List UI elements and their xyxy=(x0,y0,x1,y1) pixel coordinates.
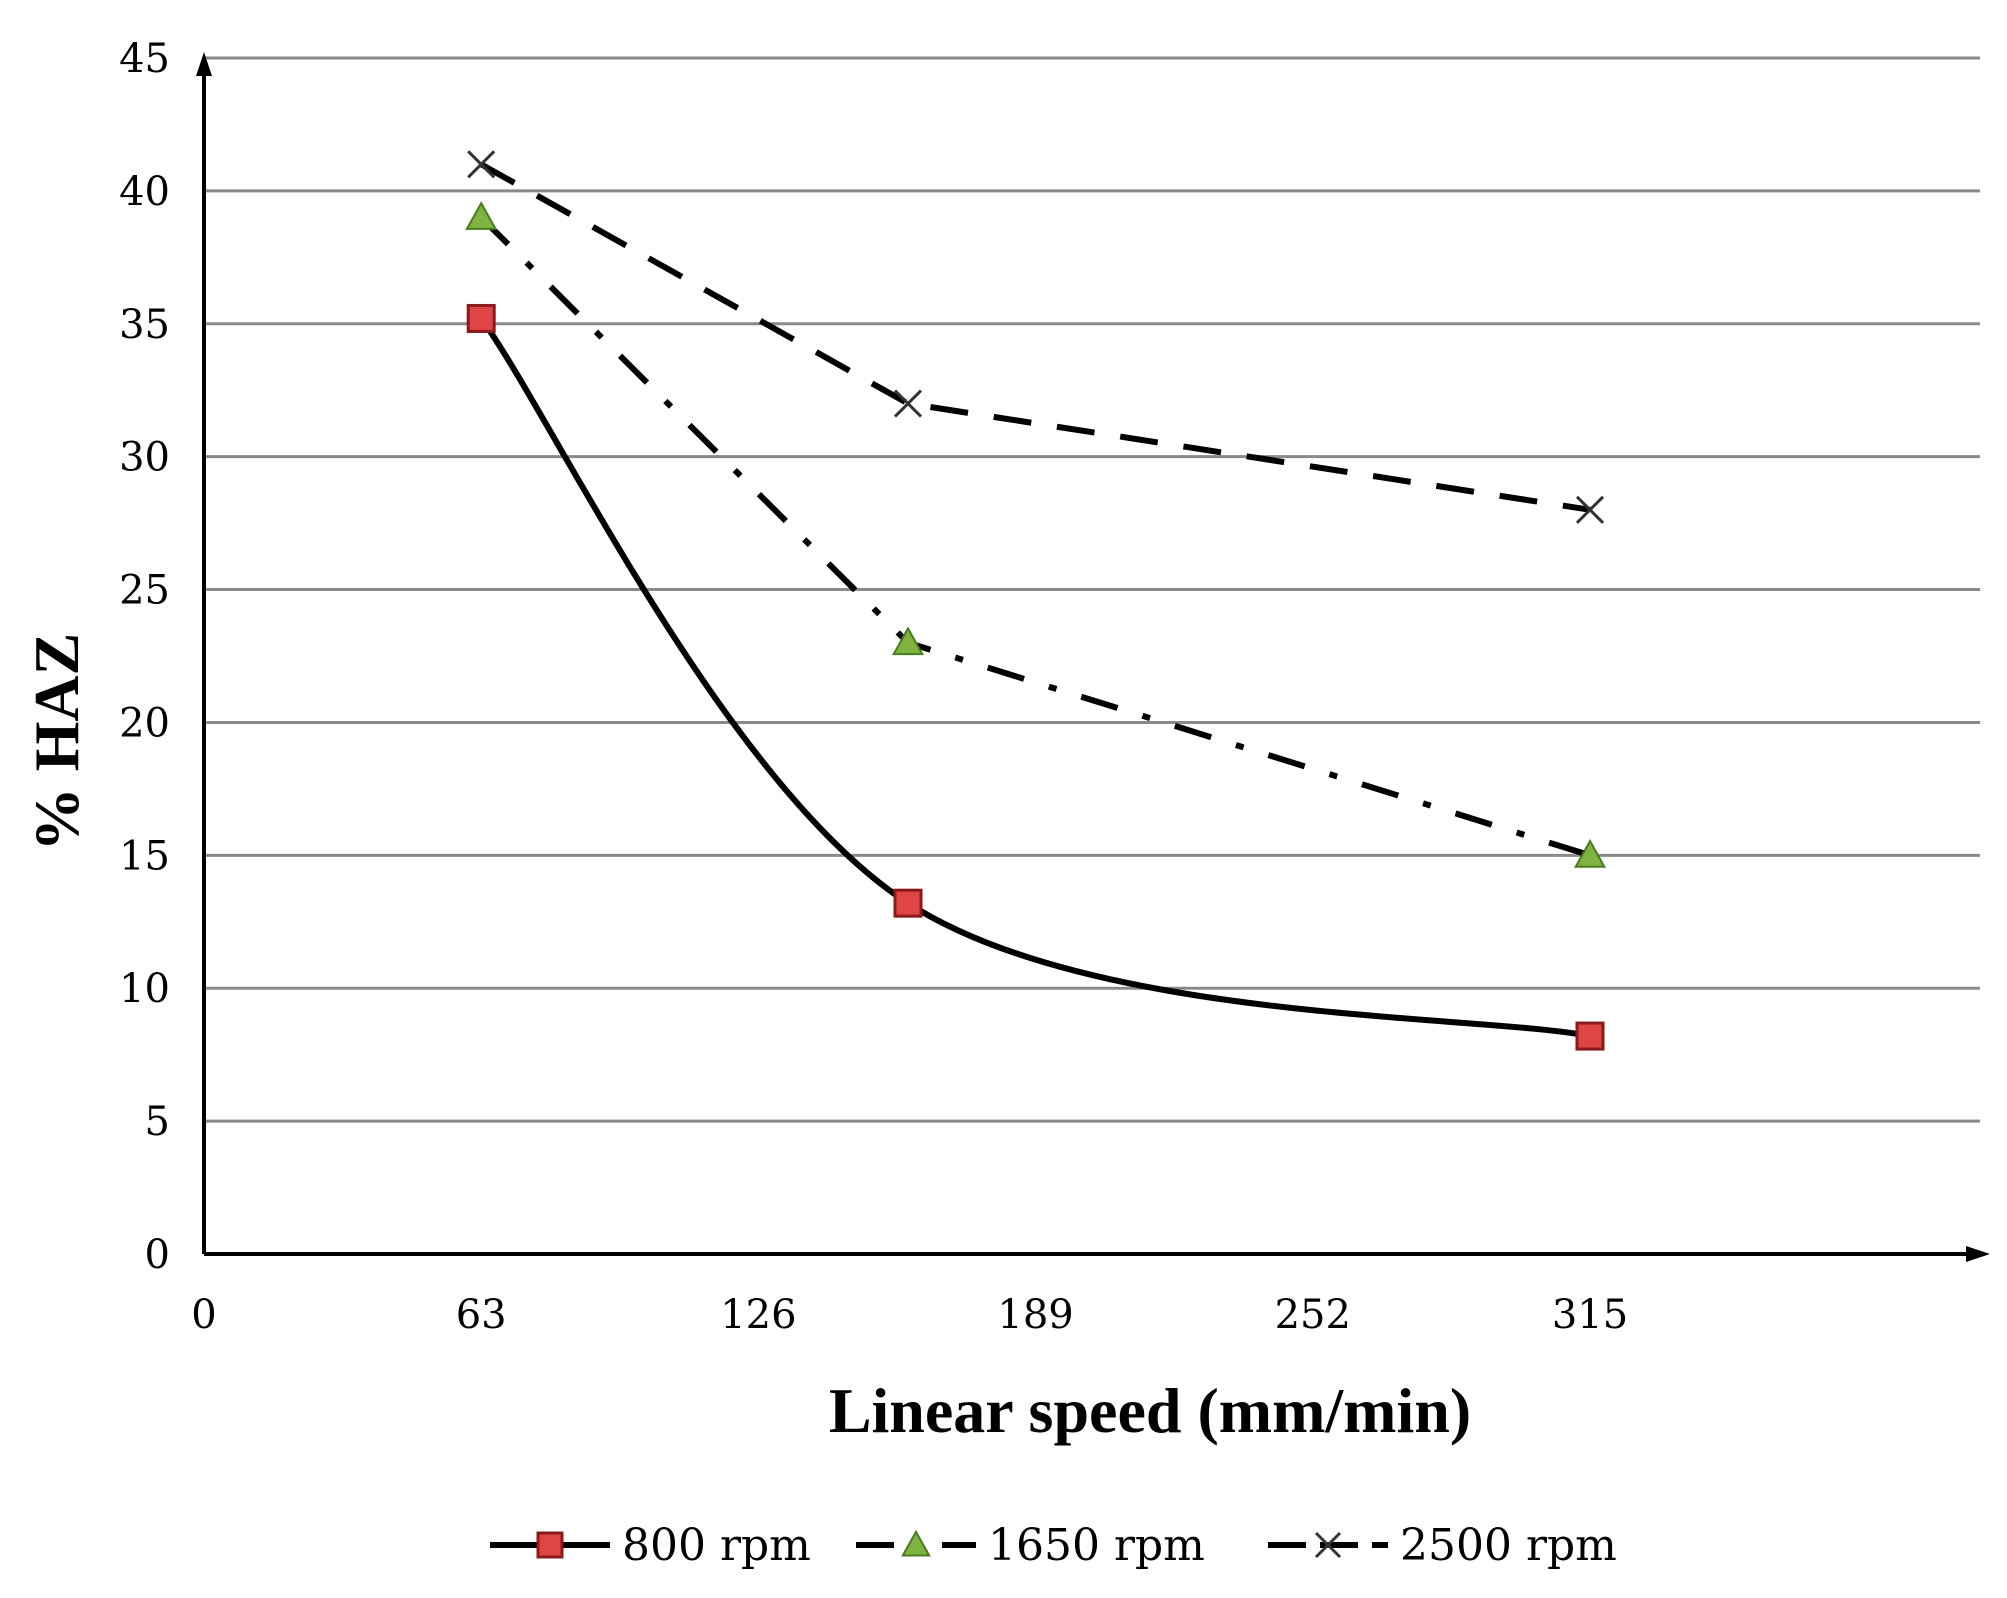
data-point-800-rpm-315 xyxy=(1575,1021,1605,1051)
data-point-1650-rpm-160 xyxy=(892,626,924,656)
y-tick-labels: 0 5 10 15 20 25 30 35 40 45 xyxy=(119,36,170,1278)
y-axis-title: % HAZ xyxy=(21,633,92,852)
legend-label-2500-rpm: 2500 rpm xyxy=(1400,1520,1617,1571)
y-tick-label: 5 xyxy=(145,1099,170,1145)
x-tick-label: 252 xyxy=(1275,1292,1351,1338)
x-axis-title: Linear speed (mm/min) xyxy=(829,1375,1471,1446)
data-point-2500-rpm-63-stroke-b xyxy=(467,150,496,179)
series-lines xyxy=(478,161,1591,1040)
legend-marker-800-rpm xyxy=(536,1531,564,1559)
x-axis-arrow xyxy=(1966,1246,1990,1262)
series-line-1650-rpm xyxy=(479,215,1591,859)
data-point-2500-rpm-160-stroke-b xyxy=(893,389,923,418)
x-tick-label: 189 xyxy=(997,1292,1073,1338)
gridlines xyxy=(204,56,1980,1123)
legend-marker-1650-rpm xyxy=(901,1529,931,1557)
y-tick-label: 40 xyxy=(119,169,170,215)
x-tick-label: 126 xyxy=(720,1292,796,1338)
x-tick-labels: 0 63 126 189 252 315 xyxy=(191,1292,1628,1338)
y-tick-label: 35 xyxy=(119,302,170,348)
y-tick-label: 10 xyxy=(119,966,170,1012)
data-point-800-rpm-160 xyxy=(893,888,923,918)
y-tick-label: 25 xyxy=(119,568,170,614)
x-tick-label: 0 xyxy=(191,1292,216,1338)
data-point-2500-rpm-63 xyxy=(467,150,496,179)
y-tick-label: 0 xyxy=(145,1232,170,1278)
data-point-1650-rpm-315 xyxy=(1574,838,1606,868)
axes xyxy=(196,52,1990,1262)
x-tick-label: 63 xyxy=(456,1292,507,1338)
y-axis-arrow xyxy=(196,52,212,76)
series-line-800-rpm xyxy=(478,316,1591,1040)
series-line-2500-rpm xyxy=(479,161,1591,513)
y-tick-label: 45 xyxy=(119,36,170,82)
data-point-2500-rpm-315 xyxy=(1575,495,1605,524)
y-tick-label: 20 xyxy=(119,700,170,746)
data-point-2500-rpm-315-stroke-b xyxy=(1575,495,1605,524)
data-point-800-rpm-63 xyxy=(466,303,496,333)
legend-label-1650-rpm: 1650 rpm xyxy=(988,1520,1205,1571)
x-tick-label: 315 xyxy=(1552,1292,1628,1338)
legend-marker-2500-rpm-stroke-b xyxy=(1314,1531,1342,1559)
y-tick-label: 30 xyxy=(119,435,170,481)
y-tick-label: 15 xyxy=(119,833,170,879)
data-point-1650-rpm-63 xyxy=(465,201,498,230)
legend-marker-2500-rpm xyxy=(1314,1531,1342,1559)
data-point-2500-rpm-160 xyxy=(893,389,923,418)
legend: 800 rpm 1650 rpm 2500 rpm xyxy=(490,1520,1617,1571)
legend-label-800-rpm: 800 rpm xyxy=(622,1520,811,1571)
series-markers xyxy=(465,150,1606,1051)
